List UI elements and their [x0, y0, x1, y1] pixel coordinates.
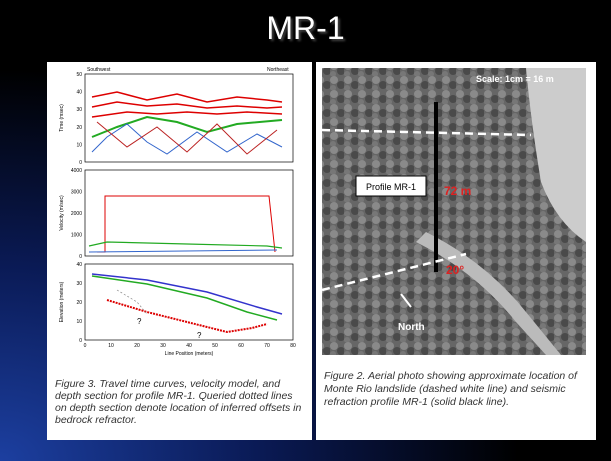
y-tick-label: 10 — [76, 319, 82, 325]
right-label: Northeast — [267, 67, 289, 73]
y-tick-label: 30 — [76, 107, 82, 113]
x-tick-label: 80 — [290, 343, 296, 349]
profile-label: Profile MR-1 — [366, 182, 416, 192]
figure3-caption: Figure 3. Travel time curves, velocity m… — [55, 378, 307, 426]
x-tick-label: 10 — [108, 343, 114, 349]
y-tick-label: 0 — [79, 160, 82, 166]
x-tick-label: 40 — [186, 343, 192, 349]
slide-title: MR-1 — [0, 10, 611, 47]
figure2-caption: Figure 2. Aerial photo showing approxima… — [324, 370, 592, 409]
x-tick-label: 30 — [160, 343, 166, 349]
figure3-panel: Southwest Northeast ? ? 0 10 20 30 40 50 Time … — [47, 62, 312, 440]
y-axis-label: Velocity (m/sec) — [59, 195, 65, 231]
aerial-photo: Profile MR-1 Scale: 1cm = 16 m 72 m 20° … — [316, 62, 596, 362]
y-tick-label: 40 — [76, 90, 82, 96]
y-tick-label: 50 — [76, 72, 82, 78]
annotation: ? — [137, 317, 142, 326]
angle-label: 20° — [446, 263, 464, 277]
y-tick-label: 40 — [76, 262, 82, 268]
length-label: 72 m — [444, 184, 471, 198]
y-axis-label: Elevation (meters) — [59, 281, 65, 322]
y-axis-label: Time (msec) — [59, 104, 65, 132]
annotation: ? — [197, 331, 202, 340]
x-tick-label: 0 — [84, 343, 87, 349]
slide: MR-1 Southwest Northeast ? ? 0 — [0, 0, 611, 461]
y-tick-label: 1000 — [71, 233, 82, 239]
y-tick-label: 4000 — [71, 168, 82, 174]
x-tick-label: 20 — [134, 343, 140, 349]
x-axis-label: Line Position (meters) — [165, 351, 214, 357]
figure2-panel: Profile MR-1 Scale: 1cm = 16 m 72 m 20° … — [316, 62, 596, 440]
x-tick-label: 60 — [238, 343, 244, 349]
left-label: Southwest — [87, 67, 111, 73]
x-tick-label: 70 — [264, 343, 270, 349]
north-label: North — [398, 322, 425, 333]
y-tick-label: 3000 — [71, 190, 82, 196]
y-tick-label: 20 — [76, 300, 82, 306]
y-tick-label: 0 — [79, 338, 82, 344]
x-tick-label: 50 — [212, 343, 218, 349]
y-tick-label: 0 — [79, 254, 82, 260]
scale-label: Scale: 1cm = 16 m — [476, 74, 554, 84]
y-tick-label: 2000 — [71, 211, 82, 217]
y-tick-label: 10 — [76, 142, 82, 148]
figure3-plot: Southwest Northeast ? ? 0 10 20 30 40 50 Time … — [47, 62, 312, 382]
y-tick-label: 30 — [76, 281, 82, 287]
y-tick-label: 20 — [76, 125, 82, 131]
